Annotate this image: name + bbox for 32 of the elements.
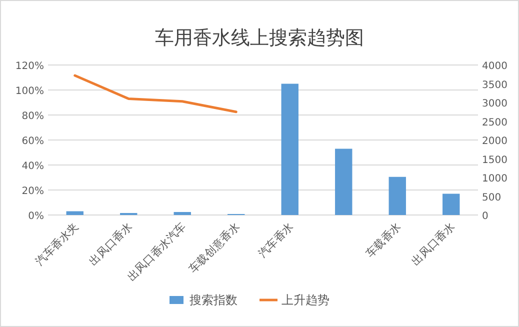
bar xyxy=(281,84,298,215)
x-tick-label: 汽车香水夹 xyxy=(32,220,81,268)
bar xyxy=(66,211,84,215)
x-tick-label: 车载香水 xyxy=(363,220,404,260)
chart-title: 车用香水线上搜索趋势图 xyxy=(155,27,364,49)
x-tick-label: 出风口香水 xyxy=(409,220,458,268)
bar xyxy=(174,212,191,215)
y2-tick-label: 0 xyxy=(482,211,488,222)
y-tick-label: 40% xyxy=(22,161,44,172)
y2-tick-label: 500 xyxy=(482,192,502,204)
y2-tick-label: 4000 xyxy=(482,61,508,72)
y2-tick-label: 3500 xyxy=(482,80,508,91)
x-tick-label: 出风口香水 xyxy=(86,220,135,268)
y-tick-label: 100% xyxy=(15,86,44,97)
y-tick-label: 0% xyxy=(28,211,44,222)
bar xyxy=(388,176,406,215)
y2-tick-label: 2000 xyxy=(482,136,508,147)
y2-tick-label: 3000 xyxy=(482,98,508,110)
y-tick-label: 60% xyxy=(22,136,44,147)
legend-label: 搜索指数 xyxy=(190,293,238,307)
y2-tick-label: 1500 xyxy=(482,154,508,166)
y2-tick-label: 2500 xyxy=(482,117,508,128)
x-tick-label: 汽车香水 xyxy=(256,220,296,260)
y-tick-label: 20% xyxy=(22,186,44,197)
y2-tick-label: 1000 xyxy=(482,174,508,184)
x-tick-label: 车载创意香水 xyxy=(186,220,242,276)
bar xyxy=(442,194,460,215)
y-tick-label: 120% xyxy=(15,61,44,72)
line-series xyxy=(74,74,238,114)
legend-label: 上升趋势 xyxy=(282,293,330,307)
y-tick-label: 80% xyxy=(22,111,44,122)
bar xyxy=(335,148,352,215)
